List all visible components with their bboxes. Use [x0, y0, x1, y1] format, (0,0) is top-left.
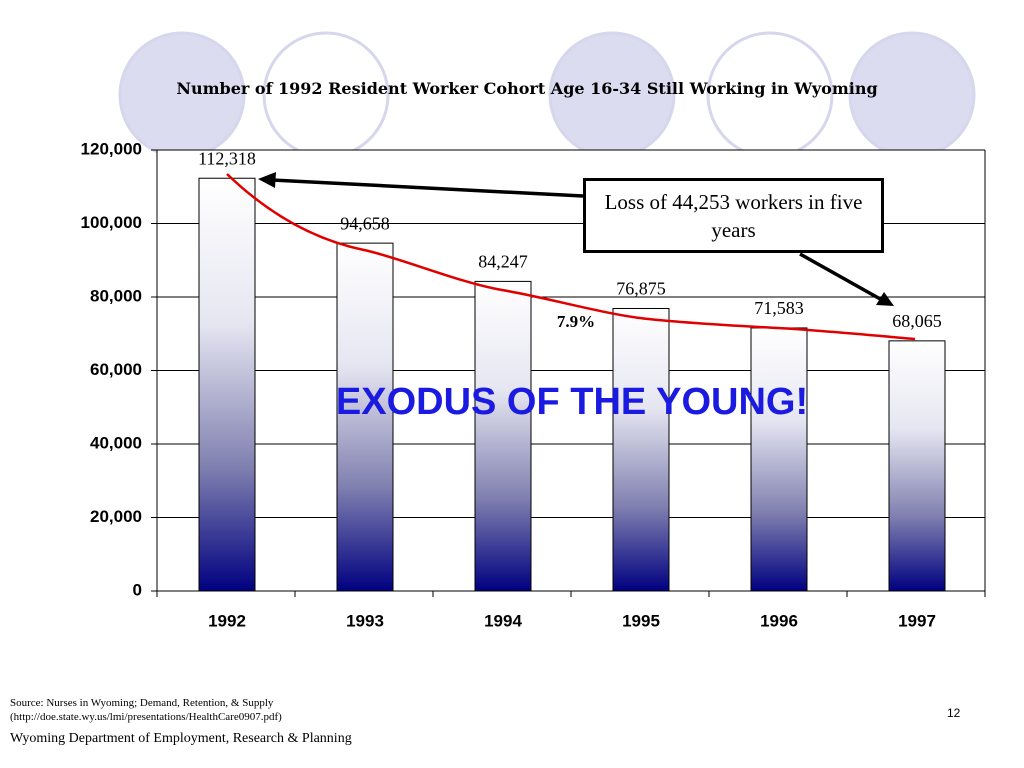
y-tick-label: 80,000: [90, 286, 142, 305]
bar: [336, 242, 394, 592]
x-tick-label: 1997: [898, 611, 936, 630]
value-label: 76,875: [616, 279, 666, 299]
arrow-head: [258, 172, 276, 188]
chart-title: Number of 1992 Resident Worker Cohort Ag…: [176, 79, 878, 98]
source: Source: Nurses in Wyoming; Demand, Reten…: [10, 697, 274, 709]
annotation-box: Loss of 44,253 workers in five years: [583, 178, 884, 253]
y-tick-label: 100,000: [81, 213, 142, 232]
value-label: 94,658: [340, 213, 390, 233]
arrow-head: [876, 292, 894, 306]
arrows: [271, 178, 883, 302]
bar: [612, 307, 670, 592]
bar: [750, 327, 808, 592]
annotation: 7.9%: [557, 312, 595, 331]
value-label: 68,065: [892, 311, 942, 331]
y-tick-label: 20,000: [90, 507, 142, 526]
bar: [198, 177, 256, 592]
x-tick-label: 1992: [208, 611, 246, 630]
y-tick-label: 120,000: [81, 139, 142, 158]
organization: Wyoming Department of Employment, Resear…: [10, 731, 352, 746]
x-tick-label: 1996: [760, 611, 798, 630]
y-tick-label: 60,000: [90, 360, 142, 379]
decor-circles: [118, 31, 976, 159]
annotation: EXODUS OF THE YOUNG!: [336, 381, 808, 423]
bar: [474, 280, 532, 592]
y-tick-label: 0: [133, 580, 142, 599]
x-tick-label: 1994: [484, 611, 522, 630]
x-tick-label: 1993: [346, 611, 384, 630]
x-tick-label: 1995: [622, 611, 660, 630]
value-label: 84,247: [478, 252, 528, 272]
source: (http://doe.state.wy.us/lmi/presentation…: [10, 711, 282, 723]
value-label: 71,583: [754, 298, 804, 318]
trend-line: [226, 173, 916, 341]
annotation: Loss of 44,253 workers in five years: [604, 189, 863, 242]
value-label: 112,318: [198, 148, 256, 168]
y-tick-label: 40,000: [90, 433, 142, 452]
bar: [888, 340, 946, 592]
page-number: 12: [947, 706, 961, 720]
